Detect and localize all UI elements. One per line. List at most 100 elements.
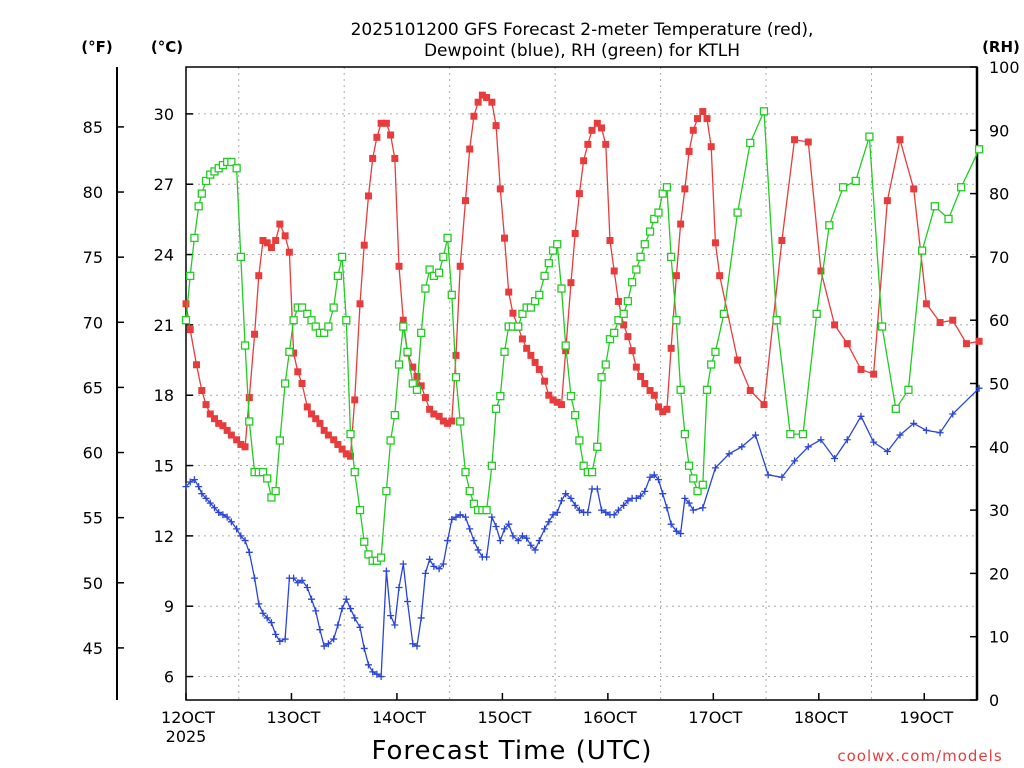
temperature-point — [399, 316, 407, 324]
dewpoint-point — [791, 457, 799, 465]
rh-point — [496, 392, 505, 401]
dewpoint-point — [689, 506, 697, 514]
temperature-point — [267, 244, 275, 252]
rh-point — [627, 278, 637, 287]
rh-point — [303, 309, 312, 319]
dewpoint-point — [667, 520, 675, 528]
rh-point — [579, 461, 588, 470]
temperature-point — [351, 396, 359, 404]
temperature-point — [233, 436, 241, 444]
temperature-point — [501, 234, 509, 242]
rh-point — [974, 145, 984, 154]
rh-point — [702, 385, 712, 394]
dewpoint-point — [245, 548, 253, 556]
temperature-point — [312, 415, 320, 423]
rh-point — [601, 360, 610, 369]
dewpoint-point — [219, 511, 227, 519]
fahrenheit-tick-label: 85 — [83, 118, 103, 137]
rh-point — [733, 208, 742, 217]
dewpoint-point — [330, 635, 338, 643]
temperature-point — [936, 319, 944, 327]
dewpoint-point — [637, 492, 645, 500]
temperature-point — [549, 396, 557, 404]
temperature-point — [681, 185, 689, 193]
rh-tick-label: 60 — [989, 311, 1009, 330]
temperature-point — [535, 365, 543, 373]
temperature-point — [395, 262, 403, 270]
rh-point — [746, 138, 755, 148]
dewpoint-point — [351, 614, 359, 622]
temperature-point — [614, 297, 622, 305]
dewpoint-point — [752, 431, 760, 439]
rh-point — [662, 183, 672, 192]
temperature-point — [439, 417, 447, 425]
rh-point — [571, 410, 580, 420]
temperature-point — [324, 431, 332, 439]
temperature-point — [703, 115, 711, 123]
rh-point — [417, 328, 426, 338]
temperature-point — [699, 108, 707, 116]
temperature-point — [369, 154, 377, 162]
rh-point — [382, 486, 391, 496]
series-temperature — [182, 91, 983, 460]
rh-tick-label: 40 — [989, 438, 1009, 457]
temperature-point — [817, 267, 825, 275]
temperature-point — [870, 370, 878, 378]
temperature-point — [593, 119, 601, 127]
dewpoint-point — [377, 673, 385, 681]
temperature-point — [373, 133, 381, 141]
temperature-point — [285, 248, 293, 256]
temperature-point — [672, 272, 680, 280]
series-relative-humidity — [181, 107, 984, 565]
dewpoint-point — [936, 429, 944, 437]
temperature-point — [575, 190, 583, 198]
temperature-point — [409, 363, 417, 371]
rh-point — [190, 233, 199, 243]
rh-point — [394, 360, 404, 369]
rh-tick-label: 50 — [989, 375, 1009, 394]
dewpoint-point — [549, 511, 557, 519]
rh-point — [605, 335, 615, 344]
dewpoint-point — [584, 508, 592, 516]
celsius-unit-label: (°C) — [151, 38, 183, 56]
rh-point — [267, 493, 276, 502]
dewpoint-point — [206, 499, 214, 507]
temperature-point — [922, 300, 930, 308]
temperature-point — [456, 262, 464, 270]
temperature-point — [843, 340, 851, 348]
temperature-point — [602, 140, 610, 148]
dewpoint-point — [843, 436, 851, 444]
dewpoint-point — [975, 384, 983, 392]
rh-point — [360, 537, 369, 546]
temperature-point — [791, 136, 799, 144]
x-tick-label: 17OCT — [688, 708, 742, 727]
rh-point — [386, 436, 395, 445]
dewpoint-point — [535, 537, 543, 545]
temperature-point — [588, 126, 596, 134]
dewpoint-point — [241, 537, 249, 545]
rh-tick-label: 80 — [989, 185, 1009, 204]
temperature-point — [677, 220, 685, 228]
temperature-point — [417, 382, 425, 390]
rh-point — [403, 347, 412, 357]
rh-point — [461, 467, 470, 477]
series-line — [185, 94, 980, 458]
temperature-point — [237, 440, 245, 448]
rh-point — [689, 474, 698, 483]
rh-point — [285, 347, 294, 357]
dewpoint-point — [518, 532, 526, 540]
temperature-point — [646, 387, 654, 395]
dewpoint-point — [233, 525, 241, 533]
rh-point — [640, 240, 649, 249]
dewpoint-point — [466, 525, 474, 533]
temperature-point — [505, 288, 513, 296]
dewpoint-point — [496, 537, 504, 545]
rh-point — [719, 309, 729, 319]
rh-tick-label: 70 — [989, 248, 1009, 267]
x-tick-label: 12OCT — [161, 708, 215, 727]
dewpoint-point — [831, 455, 839, 463]
temperature-point — [541, 377, 549, 385]
rh-point — [650, 214, 659, 224]
dewpoint-point — [725, 450, 733, 458]
dewpoint-point — [435, 565, 443, 573]
